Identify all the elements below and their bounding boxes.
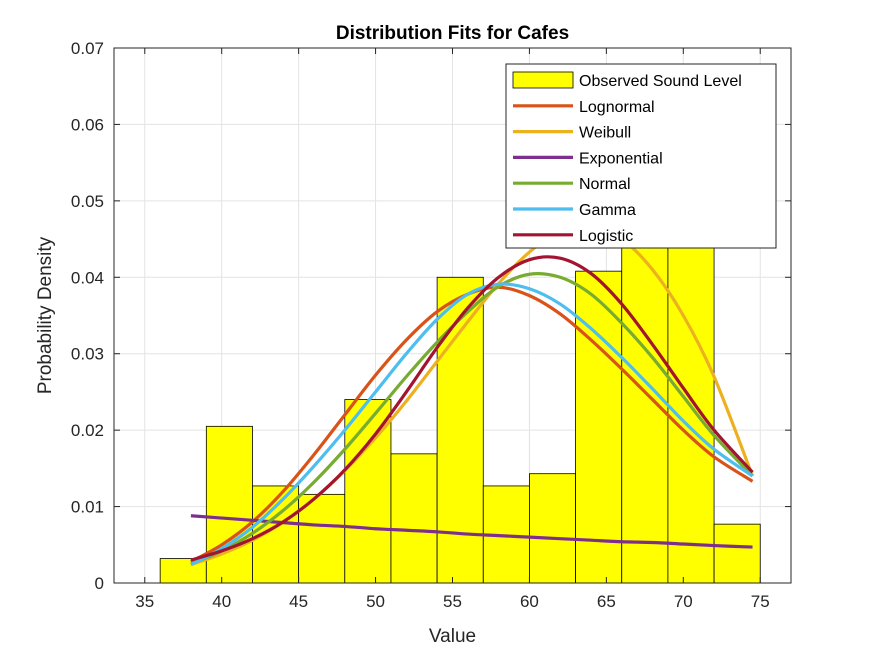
x-axis-label: Value [429,626,476,647]
x-tick-label: 40 [212,592,231,611]
curve-gamma [190,282,754,567]
x-tick-label: 65 [597,592,616,611]
y-tick-label: 0.05 [71,192,104,211]
x-tick-label: 60 [520,592,539,611]
histogram-bar [298,493,346,584]
curve-logistic [190,255,754,562]
histogram-bar [205,425,253,584]
histogram-bar [436,276,484,584]
x-tick-label: 45 [289,592,308,611]
legend-label: Exponential [579,150,663,167]
axis-ticks: 35 40 45 50 55 60 65 70 75 0 0.01 0.02 0.03 0.04 0.05 0… [71,39,791,611]
y-tick-label: 0.02 [71,421,104,440]
legend: Observed Sound Level Lognormal Weibull Expo… [505,63,777,249]
y-tick-label: 0 [95,574,104,593]
x-tick-label: 55 [443,592,462,611]
legend-label: Normal [579,176,631,193]
y-tick-label: 0.04 [71,268,104,287]
histogram-bar [667,246,715,584]
y-tick-label: 0.03 [71,345,104,364]
histogram-bars [159,246,761,584]
y-tick-label: 0.06 [71,115,104,134]
y-axis-label: Probability Density [35,236,56,394]
y-tick-label: 0.01 [71,498,104,517]
legend-label: Lognormal [579,99,655,116]
legend-label: Observed Sound Level [579,73,742,90]
histogram-bar [529,473,576,584]
chart-title: Distribution Fits for Cafes [336,23,569,44]
x-tick-label: 35 [135,592,154,611]
legend-swatch [512,71,574,89]
y-tick-label: 0.07 [71,39,104,58]
x-tick-label: 75 [751,592,770,611]
histogram-bar [621,246,669,584]
histogram-bar [390,453,438,584]
legend-label: Weibull [579,125,631,142]
curve-normal [190,271,754,566]
legend-label: Logistic [579,228,633,245]
x-tick-label: 50 [366,592,385,611]
legend-label: Gamma [579,202,636,219]
fit-curves [190,224,755,567]
histogram-bar [713,523,761,584]
x-tick-label: 70 [674,592,693,611]
